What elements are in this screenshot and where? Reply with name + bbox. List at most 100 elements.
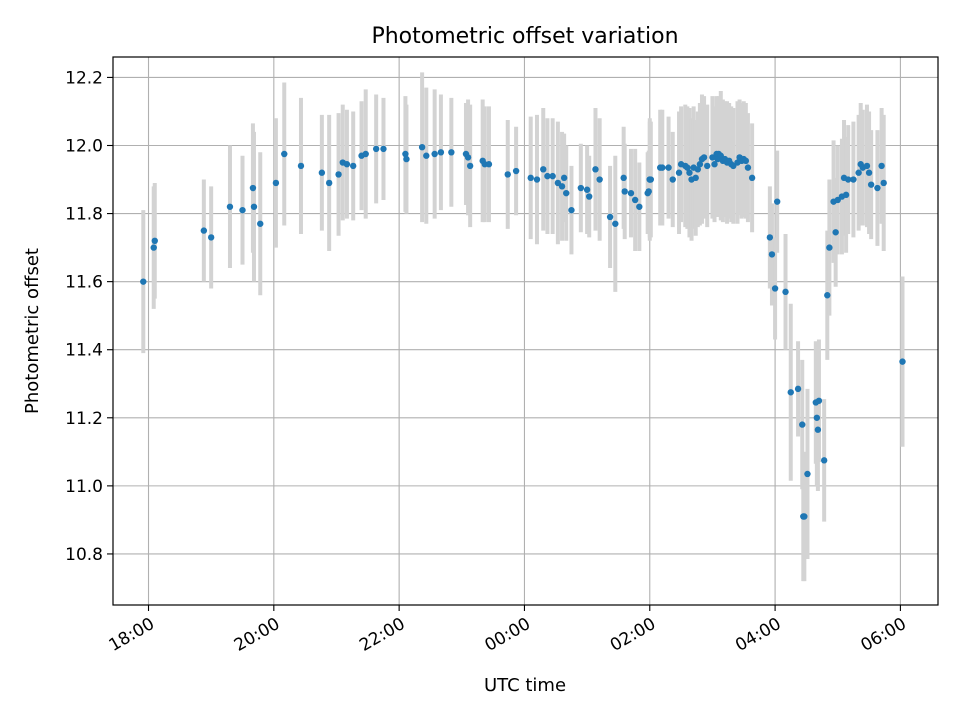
data-point xyxy=(863,162,871,170)
data-point xyxy=(636,203,643,210)
data-point xyxy=(423,152,430,159)
data-point xyxy=(606,213,614,221)
data-point xyxy=(874,184,881,192)
y-tick-label: 11.8 xyxy=(65,205,103,225)
data-point xyxy=(748,174,756,182)
data-point xyxy=(665,164,672,171)
data-point xyxy=(207,234,215,241)
data-point xyxy=(250,203,258,210)
data-point xyxy=(512,167,520,175)
data-point xyxy=(766,234,774,241)
data-point xyxy=(669,176,676,183)
data-point xyxy=(596,176,603,183)
data-point xyxy=(880,179,887,187)
data-point xyxy=(464,154,472,161)
data-point xyxy=(620,174,627,182)
data-point xyxy=(844,176,852,183)
y-tick-label: 11.2 xyxy=(65,409,103,429)
data-point xyxy=(878,162,885,170)
data-point xyxy=(568,206,575,214)
data-point xyxy=(372,145,380,153)
data-point xyxy=(771,285,779,292)
data-point xyxy=(820,457,828,464)
data-point xyxy=(239,206,246,214)
data-point xyxy=(742,157,750,165)
data-point xyxy=(801,513,808,520)
data-point xyxy=(621,188,628,195)
data-point xyxy=(583,186,591,193)
data-point xyxy=(335,171,342,178)
data-point xyxy=(645,188,652,195)
y-tick-label: 11.4 xyxy=(65,341,103,361)
data-point xyxy=(773,198,781,205)
data-point xyxy=(343,161,351,168)
data-point xyxy=(744,164,752,171)
data-point xyxy=(855,169,862,176)
y-tick-label: 11.0 xyxy=(65,477,103,497)
data-point xyxy=(627,189,635,197)
data-point xyxy=(527,174,534,182)
data-point xyxy=(226,203,234,210)
data-point xyxy=(711,161,718,168)
data-point xyxy=(560,174,568,182)
data-point xyxy=(402,150,409,158)
data-point xyxy=(592,166,599,173)
data-point xyxy=(799,421,806,428)
data-point xyxy=(437,149,445,156)
data-point xyxy=(349,162,357,170)
y-tick-label: 12.2 xyxy=(65,68,103,88)
data-point xyxy=(899,358,906,365)
data-point xyxy=(418,143,426,151)
data-point xyxy=(659,164,666,171)
data-point xyxy=(842,191,850,199)
data-point xyxy=(586,193,593,200)
data-point xyxy=(151,237,158,245)
data-point xyxy=(318,169,326,176)
data-point xyxy=(684,164,691,171)
data-point xyxy=(700,154,708,161)
data-point xyxy=(826,244,833,251)
data-point xyxy=(824,292,831,299)
data-point xyxy=(787,389,794,396)
data-point xyxy=(563,189,570,197)
data-point xyxy=(814,426,822,433)
data-point xyxy=(504,171,511,178)
data-point xyxy=(558,183,566,190)
data-point xyxy=(815,397,823,404)
data-point xyxy=(249,184,257,192)
data-point xyxy=(297,162,305,170)
data-point xyxy=(865,169,873,176)
data-point xyxy=(380,145,387,153)
data-point xyxy=(272,179,280,187)
data-point xyxy=(140,278,147,285)
data-point xyxy=(257,220,264,227)
data-point xyxy=(675,169,683,176)
data-point xyxy=(694,166,702,173)
data-point xyxy=(647,176,655,183)
plot-frame xyxy=(112,56,939,606)
data-point xyxy=(832,229,839,236)
data-point xyxy=(362,150,369,158)
data-point xyxy=(150,244,157,251)
data-point xyxy=(448,149,455,156)
y-tick-label: 11.6 xyxy=(65,273,103,293)
data-point xyxy=(200,227,208,234)
y-axis-label: Photometric offset xyxy=(22,248,43,414)
chart-title: Photometric offset variation xyxy=(371,24,678,49)
data-point xyxy=(431,150,438,158)
data-point xyxy=(850,176,857,183)
data-point xyxy=(540,166,547,173)
data-point xyxy=(577,184,585,192)
y-tick-label: 12.0 xyxy=(65,136,103,156)
data-point xyxy=(696,161,704,168)
data-points xyxy=(140,143,906,520)
data-point xyxy=(466,162,474,170)
data-point xyxy=(549,172,556,180)
data-point xyxy=(794,385,802,393)
data-point xyxy=(686,169,693,176)
x-axis-label: UTC time xyxy=(484,675,566,696)
data-point xyxy=(704,162,711,170)
data-point xyxy=(867,181,875,188)
data-point xyxy=(804,470,811,478)
